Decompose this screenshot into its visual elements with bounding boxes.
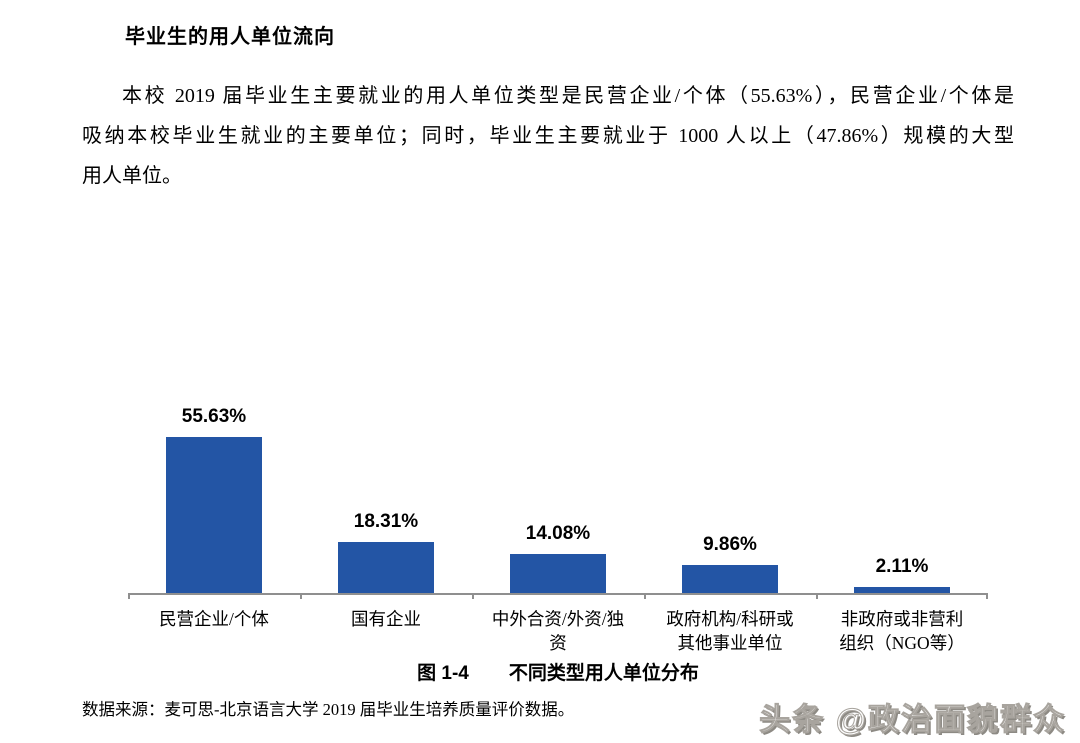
bar-slot: 14.08% <box>472 523 644 593</box>
bar-slot: 9.86% <box>644 534 816 593</box>
figure-number: 图 1-4 <box>417 663 469 684</box>
watermark: 头条 @政治面貌群众 <box>759 694 1066 739</box>
axis-tick <box>128 593 130 599</box>
x-axis-labels: 民营企业/个体 国有企业 中外合资/外资/独 资政府机构/科研或 其他事业单位 非政府… <box>128 607 988 655</box>
x-axis-category-label: 政府机构/科研或 其他事业单位 <box>666 609 794 653</box>
x-axis-category-label: 民营企业/个体 <box>159 609 269 629</box>
x-axis-category-label: 国有企业 <box>351 609 421 629</box>
bar <box>854 587 950 593</box>
bar <box>338 542 434 593</box>
figure-title: 不同类型用人单位分布 <box>508 663 699 684</box>
bar <box>166 437 262 593</box>
axis-tick <box>816 593 818 599</box>
paragraph-line: 吸纳本校毕业生就业的主要单位；同时，毕业生主要就业于 1000 人以上（47.8… <box>82 125 1014 147</box>
section-heading: 毕业生的用人单位流向 <box>125 26 335 48</box>
axis-tick <box>644 593 646 599</box>
bar-slot: 55.63% <box>128 406 300 593</box>
plot-area: 55.63% 18.31% 14.08% 9.86% 2.11% <box>128 398 988 599</box>
bar-value-label: 18.31% <box>353 511 419 532</box>
bar-value-label: 14.08% <box>525 523 591 544</box>
axis-tick <box>986 593 988 599</box>
bar-slot: 2.11% <box>816 556 988 593</box>
paragraph-line: 本校 2019 届毕业生主要就业的用人单位类型是民营企业/个体（55.63%），… <box>122 85 1014 107</box>
bar <box>510 554 606 593</box>
bar-chart-figure: 55.63% 18.31% 14.08% 9.86% 2.11% 民营企业/个体 国有企业… <box>128 398 988 655</box>
x-axis-category-label: 中外合资/外资/独 资 <box>491 609 625 653</box>
figure-caption: 图 1-4 不同类型用人单位分布 <box>128 658 988 685</box>
watermark-text: 头条 @政治面貌群众 <box>759 702 1066 738</box>
bar-value-label: 9.86% <box>703 534 757 555</box>
paragraph-line: 用人单位。 <box>82 165 182 187</box>
bar-value-label: 55.63% <box>181 406 247 427</box>
body-paragraph: 本校 2019 届毕业生主要就业的用人单位类型是民营企业/个体（55.63%），… <box>82 76 1014 196</box>
bar-slot: 18.31% <box>300 511 472 593</box>
axis-tick <box>300 593 302 599</box>
data-source-note: 数据来源：麦可思-北京语言大学 2019 届毕业生培养质量评价数据。 <box>82 700 575 719</box>
bar-value-label: 2.11% <box>875 556 929 577</box>
x-axis-category-label: 非政府或非营利 组织（NGO等） <box>839 609 965 653</box>
axis-tick <box>472 593 474 599</box>
bar <box>682 565 778 593</box>
